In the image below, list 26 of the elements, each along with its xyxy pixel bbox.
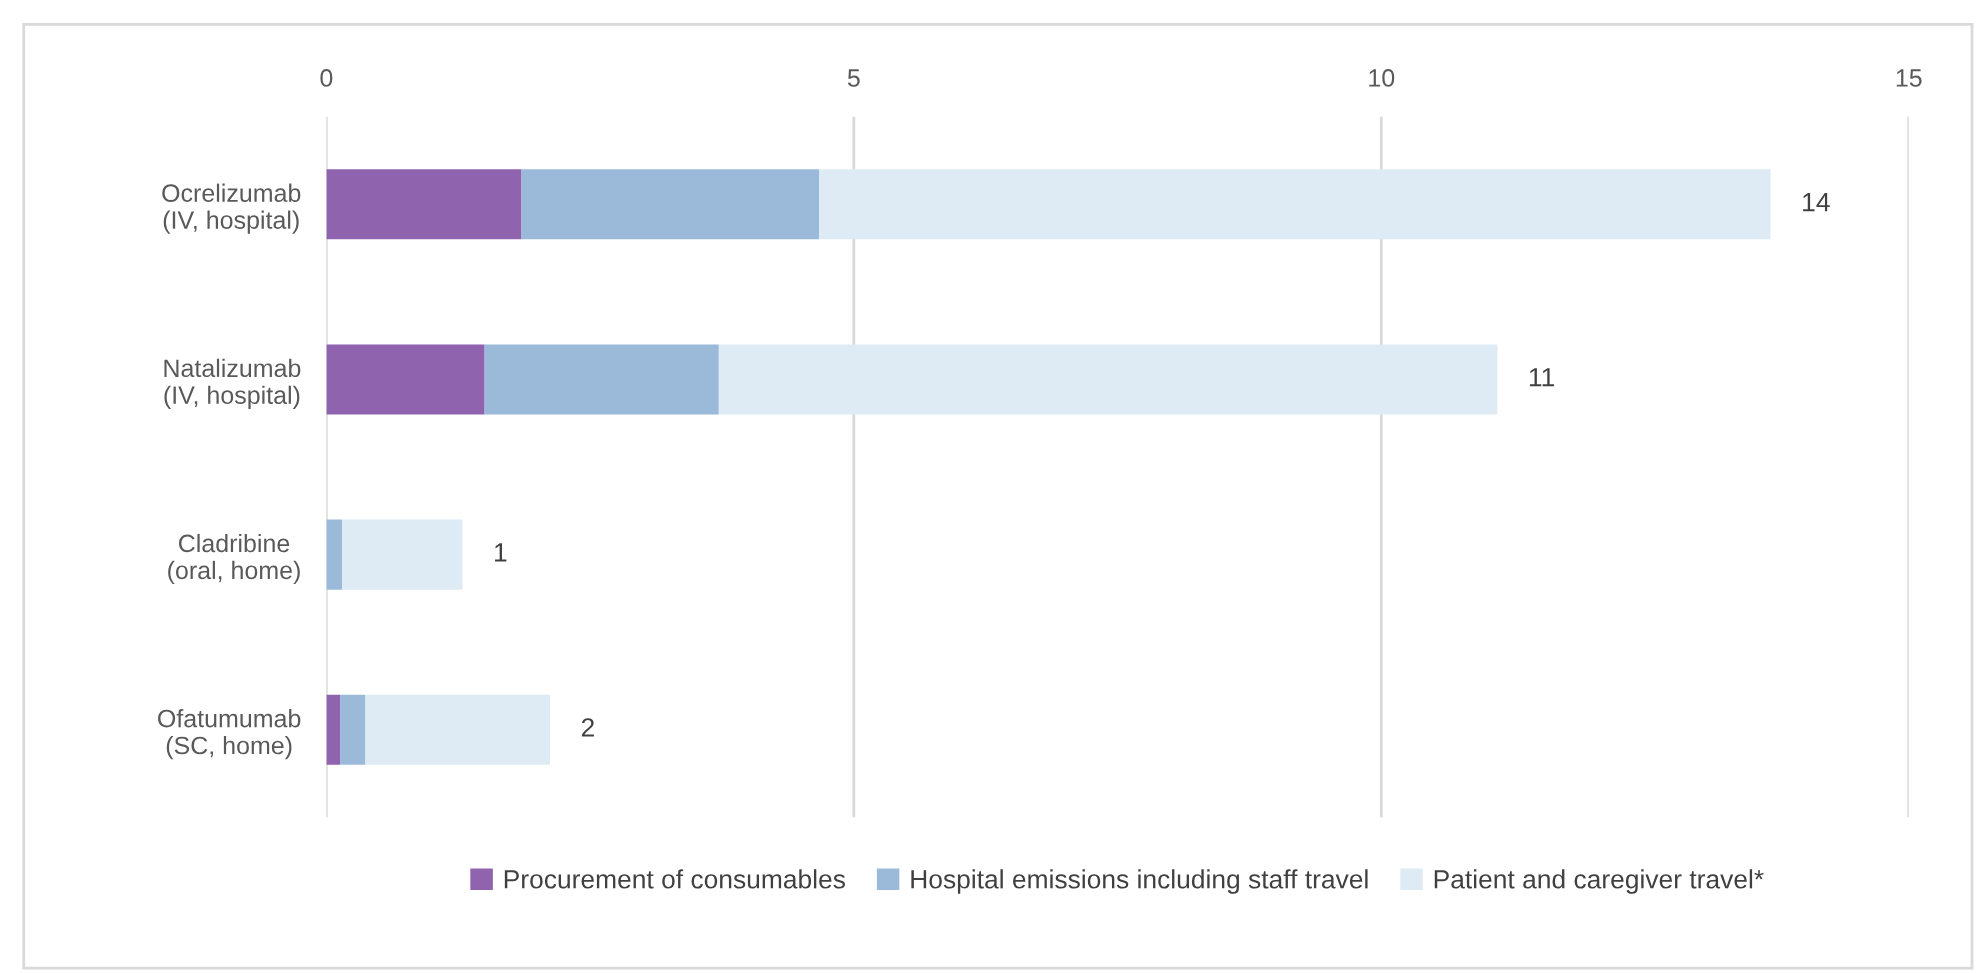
bar bbox=[718, 344, 1498, 415]
bar bbox=[326, 344, 485, 415]
bar bbox=[326, 519, 343, 590]
bar bbox=[365, 694, 551, 765]
y-tick-label: Ocrelizumab (IV, hospital) bbox=[162, 183, 301, 234]
total-label: 2 bbox=[581, 718, 594, 737]
bar bbox=[326, 694, 341, 765]
x-tick-label: 10 bbox=[1369, 69, 1395, 87]
bar bbox=[326, 169, 522, 240]
legend-label: Hospital emissions including staff travel bbox=[911, 869, 1368, 894]
legend-label: Patient and caregiver travel* bbox=[1434, 869, 1764, 894]
bar bbox=[484, 344, 719, 415]
total-label: 11 bbox=[1529, 368, 1555, 387]
bar bbox=[340, 694, 366, 765]
bar bbox=[819, 169, 1771, 240]
x-tick-label: 5 bbox=[847, 69, 860, 87]
y-tick-label: Natalizumab (IV, hospital) bbox=[164, 358, 301, 409]
y-tick-label: Ofatumumab (SC, home) bbox=[158, 709, 301, 760]
x-tick-label: 0 bbox=[320, 69, 333, 87]
total-label: 1 bbox=[495, 543, 507, 562]
legend-label: Procurement of consumables bbox=[504, 869, 845, 889]
bar bbox=[521, 169, 820, 240]
x-tick-label: 15 bbox=[1896, 69, 1922, 87]
bar bbox=[342, 519, 463, 590]
total-label: 14 bbox=[1803, 193, 1830, 212]
y-tick-label: Cladribine (oral, home) bbox=[168, 533, 300, 585]
